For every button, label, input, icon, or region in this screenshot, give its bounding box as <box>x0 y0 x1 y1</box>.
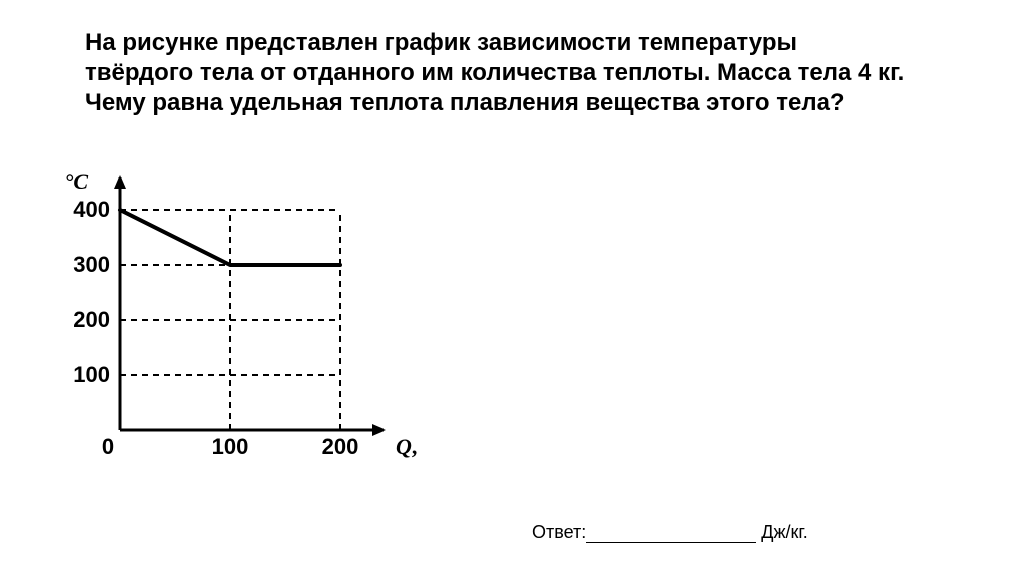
svg-text:100: 100 <box>212 434 249 459</box>
svg-text:100: 100 <box>73 362 110 387</box>
svg-text:400: 400 <box>73 197 110 222</box>
svg-text:300: 300 <box>73 252 110 277</box>
chart-svg: 100 200 300 400 100 200 0 t, °C Q, кДж <box>60 160 420 460</box>
answer-line: Ответ: Дж/кг. <box>532 522 808 543</box>
svg-text:Q, кДж: Q, кДж <box>396 434 420 459</box>
answer-blank <box>586 525 756 543</box>
svg-text:200: 200 <box>322 434 359 459</box>
question-text: На рисунке представлен график зависимост… <box>85 28 905 118</box>
answer-unit: Дж/кг. <box>761 522 807 542</box>
chart-container: 100 200 300 400 100 200 0 t, °C Q, кДж <box>60 160 420 465</box>
svg-text:t, °C: t, °C <box>60 169 88 194</box>
answer-prefix: Ответ: <box>532 522 586 542</box>
svg-text:200: 200 <box>73 307 110 332</box>
svg-text:0: 0 <box>102 434 114 459</box>
